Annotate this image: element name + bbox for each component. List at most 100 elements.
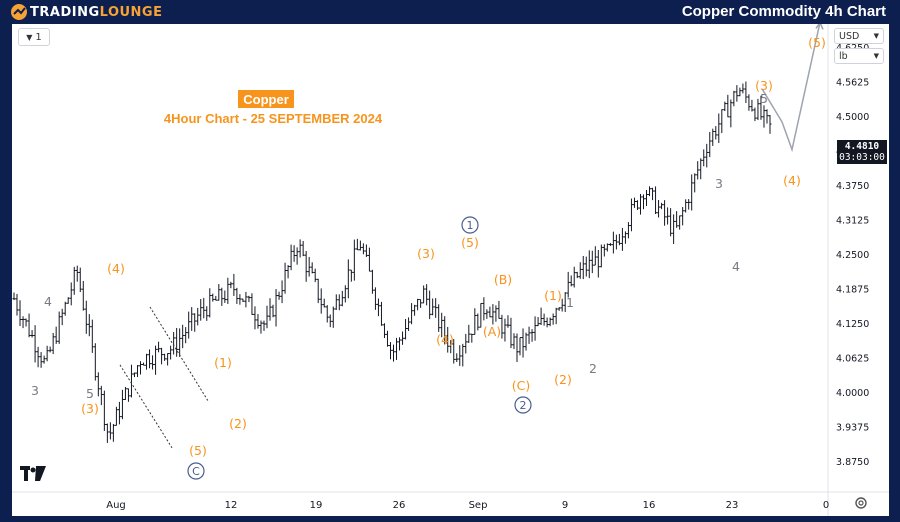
page-title: Copper Commodity 4h Chart — [681, 3, 886, 20]
ohlc-bar — [84, 300, 88, 334]
ohlc-bar — [756, 98, 760, 121]
ohlc-bar — [693, 173, 697, 193]
ohlc-bar — [259, 320, 263, 334]
ohlc-bar — [292, 245, 296, 262]
wave-labels: (3) (4) (5) (1) (2) (3) (4) (5) (B) (A) (C) (1) (2) (… — [31, 35, 826, 480]
unit-value: lb — [839, 50, 848, 62]
ohlc-bar — [250, 293, 254, 315]
ohlc-bar — [509, 317, 513, 349]
ohlc-bar — [569, 275, 573, 287]
ohlc-bar — [410, 303, 414, 325]
ohlc-bar — [759, 95, 763, 120]
ohlc-bar — [220, 287, 224, 306]
ohlc-bar — [60, 308, 64, 326]
ohlc-bar — [277, 291, 281, 300]
settings-gear-icon[interactable] — [854, 496, 868, 510]
ohlc-bar — [765, 109, 769, 124]
ohlc-bar — [669, 208, 673, 237]
ohlc-bar — [33, 325, 37, 363]
ohlc-bar — [331, 306, 335, 328]
ohlc-bar — [93, 343, 97, 381]
y-tick-label: 4.0000 — [836, 388, 869, 399]
brand-name-right: LOUNGE — [99, 4, 163, 20]
ohlc-bar — [208, 288, 212, 318]
ohlc-bar — [660, 202, 664, 210]
ohlc-bar — [482, 297, 486, 321]
x-tick-label: 9 — [562, 500, 568, 511]
ohlc-bar — [617, 233, 621, 246]
ohlc-bar — [90, 319, 94, 353]
ohlc-bar — [747, 94, 751, 111]
ohlc-bar — [711, 128, 715, 146]
ohlc-bar — [142, 362, 146, 366]
ohlc-bar — [392, 344, 396, 362]
price-axis[interactable]: 4.62504.56254.50004.43754.37504.31254.25… — [836, 43, 869, 468]
ohlc-bar — [566, 271, 570, 298]
ohlc-bar — [123, 386, 127, 400]
wave-label-gray: 4 — [732, 259, 740, 274]
time-axis[interactable]: Aug 12 19 26 Sep 9 16 23 0 — [106, 500, 829, 511]
interval-selector[interactable]: ▼ 1 — [18, 28, 50, 46]
ohlc-bar — [283, 262, 287, 294]
ohlc-bar — [69, 282, 73, 306]
ohlc-bar — [154, 345, 158, 375]
ohlc-bar — [687, 199, 691, 210]
ohlc-bar — [675, 211, 679, 228]
ohlc-bar — [648, 186, 652, 197]
ohlc-bar — [416, 298, 420, 311]
ohlc-bar — [232, 273, 236, 296]
ohlc-bar — [620, 227, 624, 251]
wave-circle-icon — [514, 396, 532, 414]
projection-line — [761, 24, 821, 153]
ohlc-bar — [590, 250, 594, 274]
ohlc-bar — [699, 158, 703, 180]
x-tick-label: 16 — [643, 500, 656, 511]
ohlc-bar — [169, 345, 173, 360]
unit-selector[interactable]: lb ▼ — [834, 48, 884, 64]
ohlc-bar — [114, 406, 118, 426]
chart-subtitle: 4Hour Chart - 25 SEPTEMBER 2024 — [163, 111, 383, 126]
wave-label-orange: (4) — [783, 173, 801, 188]
ohlc-bar — [319, 288, 323, 314]
ohlc-bar — [316, 278, 320, 304]
currency-selector[interactable]: USD ▼ — [834, 28, 884, 44]
y-tick-label: 4.5625 — [836, 77, 869, 88]
ohlc-bar — [599, 244, 603, 268]
ohlc-bar — [681, 207, 685, 226]
ohlc-bar — [247, 295, 251, 303]
chart-canvas[interactable]: 4.62504.56254.50004.43754.37504.31254.25… — [12, 24, 889, 516]
ohlc-bar — [343, 285, 347, 303]
ohlc-bar — [175, 327, 179, 357]
ohlc-bar — [193, 313, 197, 332]
currency-value: USD — [839, 30, 860, 42]
ohlc-bar — [105, 423, 109, 443]
chart-panel[interactable]: 4.62504.56254.50004.43754.37504.31254.25… — [12, 24, 889, 516]
ohlc-bar — [139, 361, 143, 375]
ohlc-bar — [452, 338, 456, 364]
ohlc-bar — [226, 277, 230, 304]
chart-title-badge: Copper — [238, 90, 294, 108]
ohlc-bar — [632, 197, 636, 208]
ohlc-bar — [132, 372, 136, 378]
ohlc-bar — [111, 423, 115, 442]
ohlc-bar — [407, 317, 411, 332]
ohlc-bar — [172, 332, 176, 355]
ohlc-bar — [705, 143, 709, 168]
wave-label-orange: (1) — [544, 288, 562, 303]
ohlc-bar — [521, 328, 525, 358]
ohlc-bar — [404, 318, 408, 340]
ohlc-bar — [310, 262, 314, 274]
ohlc-bar — [24, 318, 28, 327]
ohlc-bar — [36, 346, 40, 368]
ohlc-bar — [256, 314, 260, 329]
ohlc-bar — [307, 256, 311, 277]
ohlc-bar — [575, 271, 579, 279]
ohlc-bar — [241, 298, 245, 302]
ohlc-bar — [557, 307, 561, 311]
ohlc-bar — [120, 389, 124, 420]
wave-label-orange: (1) — [214, 355, 232, 370]
ohlc-bar — [641, 194, 645, 210]
ohlc-bar — [476, 313, 480, 331]
y-tick-label: 4.2500 — [836, 250, 869, 261]
ohlc-bar — [503, 318, 507, 342]
